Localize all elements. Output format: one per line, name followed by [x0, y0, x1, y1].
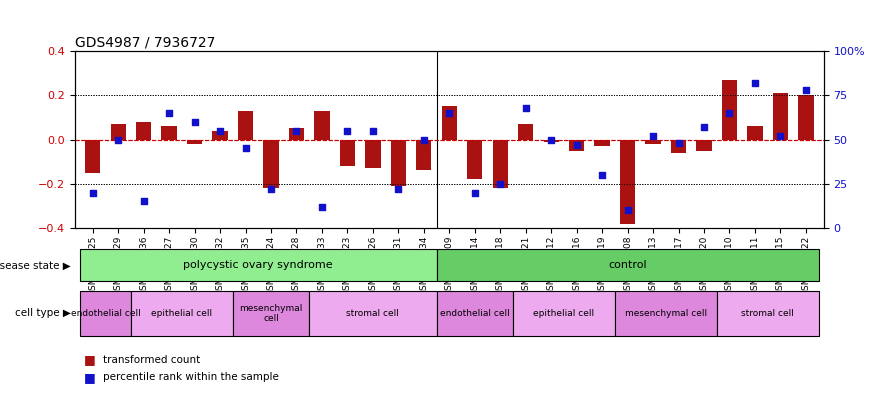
Point — [595, 172, 609, 178]
Bar — [544, 140, 559, 142]
Text: GDS4987 / 7936727: GDS4987 / 7936727 — [75, 36, 215, 50]
Point — [646, 133, 660, 139]
Bar — [615, 291, 717, 336]
Bar — [595, 140, 610, 146]
Bar — [696, 140, 712, 151]
Bar — [492, 140, 507, 188]
Point — [748, 80, 762, 86]
Point — [671, 140, 685, 146]
Bar — [85, 140, 100, 173]
Point — [493, 180, 507, 187]
Bar — [798, 95, 813, 140]
Bar — [80, 291, 131, 336]
Bar — [646, 140, 661, 144]
Bar — [161, 126, 177, 140]
Bar — [340, 140, 355, 166]
Point — [264, 186, 278, 192]
Text: stromal cell: stromal cell — [346, 309, 399, 318]
Bar — [263, 140, 278, 188]
Point — [85, 189, 100, 196]
Bar — [289, 129, 304, 140]
Bar — [315, 111, 329, 140]
Bar — [437, 249, 818, 281]
Point — [188, 119, 202, 125]
Text: epithelial cell: epithelial cell — [152, 309, 212, 318]
Bar — [717, 291, 818, 336]
Point — [442, 110, 456, 116]
Point — [468, 189, 482, 196]
Point — [162, 110, 176, 116]
Text: disease state ▶: disease state ▶ — [0, 260, 70, 270]
Bar — [747, 126, 763, 140]
Text: endothelial cell: endothelial cell — [440, 309, 509, 318]
Point — [111, 136, 125, 143]
Point — [799, 87, 813, 93]
Bar — [366, 140, 381, 168]
Bar — [238, 111, 253, 140]
Bar — [309, 291, 437, 336]
Point — [620, 207, 634, 213]
Bar — [518, 124, 533, 140]
Bar — [110, 124, 126, 140]
Bar — [131, 291, 233, 336]
Text: cell type ▶: cell type ▶ — [15, 309, 70, 318]
Point — [697, 124, 711, 130]
Point — [519, 105, 533, 111]
Text: polycystic ovary syndrome: polycystic ovary syndrome — [183, 260, 333, 270]
Bar — [722, 80, 737, 140]
Bar — [437, 291, 513, 336]
Point — [722, 110, 737, 116]
Point — [290, 127, 304, 134]
Bar — [391, 140, 406, 186]
Text: transformed count: transformed count — [103, 354, 200, 365]
Text: control: control — [608, 260, 647, 270]
Bar — [773, 93, 788, 140]
Bar — [416, 140, 432, 171]
Point — [391, 186, 405, 192]
Point — [340, 127, 354, 134]
Text: mesenchymal cell: mesenchymal cell — [625, 309, 707, 318]
Bar — [467, 140, 483, 179]
Bar — [187, 140, 203, 144]
Bar — [620, 140, 635, 224]
Text: stromal cell: stromal cell — [741, 309, 794, 318]
Bar — [212, 130, 227, 140]
Bar — [136, 122, 152, 140]
Text: ■: ■ — [84, 371, 95, 384]
Point — [774, 133, 788, 139]
Text: mesenchymal
cell: mesenchymal cell — [240, 304, 303, 323]
Point — [315, 204, 329, 210]
Point — [213, 127, 227, 134]
Point — [366, 127, 380, 134]
Text: ■: ■ — [84, 353, 95, 366]
Bar — [671, 140, 686, 153]
Bar — [441, 107, 457, 140]
Point — [570, 141, 584, 148]
Bar — [80, 249, 437, 281]
Text: endothelial cell: endothelial cell — [70, 309, 140, 318]
Bar — [233, 291, 309, 336]
Bar — [513, 291, 615, 336]
Bar — [569, 140, 584, 151]
Point — [239, 145, 253, 151]
Text: epithelial cell: epithelial cell — [533, 309, 595, 318]
Text: percentile rank within the sample: percentile rank within the sample — [103, 372, 279, 382]
Point — [137, 198, 151, 204]
Point — [544, 136, 559, 143]
Point — [417, 136, 431, 143]
